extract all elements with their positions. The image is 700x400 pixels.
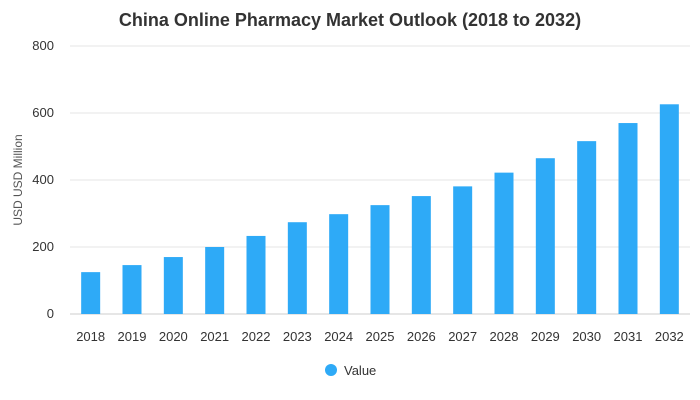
bar-2026[interactable]	[411, 196, 431, 314]
bars	[81, 104, 679, 315]
x-tick-label: 2025	[366, 329, 395, 344]
legend[interactable]: Value	[325, 363, 376, 378]
x-tick-label: 2019	[118, 329, 147, 344]
x-tick-label: 2029	[531, 329, 560, 344]
chart-title: China Online Pharmacy Market Outlook (20…	[119, 10, 581, 30]
bar-2024[interactable]	[329, 214, 349, 314]
y-axis-ticks: 0 200 400 600 800	[32, 38, 54, 321]
bar-2021[interactable]	[205, 247, 225, 314]
x-tick-label: 2028	[490, 329, 519, 344]
bar-2023[interactable]	[287, 222, 307, 314]
x-axis-ticks: 2018 2019 2020 2021 2022 2023 2024 2025 2026 2027…	[76, 329, 684, 344]
x-tick-label: 2024	[324, 329, 353, 344]
x-tick-label: 2031	[614, 329, 643, 344]
bar-2032[interactable]	[659, 104, 679, 314]
y-tick-label: 800	[32, 38, 54, 53]
x-tick-label: 2030	[572, 329, 601, 344]
y-tick-label: 400	[32, 172, 54, 187]
legend-marker	[325, 364, 337, 376]
legend-label: Value	[344, 363, 376, 378]
bar-2030[interactable]	[577, 141, 597, 314]
x-tick-label: 2018	[76, 329, 105, 344]
y-axis-label: USD USD Million	[11, 134, 25, 225]
x-tick-label: 2022	[242, 329, 271, 344]
bar-2020[interactable]	[163, 257, 183, 314]
x-tick-label: 2020	[159, 329, 188, 344]
bar-2025[interactable]	[370, 205, 390, 315]
bar-2018[interactable]	[81, 272, 101, 315]
x-tick-label: 2021	[200, 329, 229, 344]
bar-2031[interactable]	[618, 123, 638, 314]
bar-2027[interactable]	[453, 186, 473, 314]
x-tick-label: 2032	[655, 329, 684, 344]
bar-2028[interactable]	[494, 172, 514, 314]
x-tick-label: 2023	[283, 329, 312, 344]
x-tick-label: 2027	[448, 329, 477, 344]
bar-2029[interactable]	[535, 158, 555, 314]
bar-2019[interactable]	[122, 265, 142, 314]
x-tick-label: 2026	[407, 329, 436, 344]
bar-2022[interactable]	[246, 235, 266, 314]
y-tick-label: 200	[32, 239, 54, 254]
y-tick-label: 600	[32, 105, 54, 120]
y-tick-label: 0	[47, 306, 54, 321]
